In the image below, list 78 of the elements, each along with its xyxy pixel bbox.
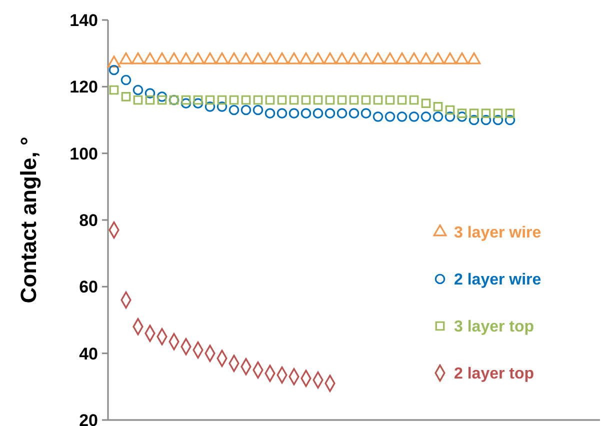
point bbox=[336, 108, 348, 118]
point bbox=[480, 114, 492, 126]
point bbox=[312, 108, 324, 118]
point bbox=[348, 108, 360, 118]
point bbox=[240, 104, 252, 116]
point bbox=[204, 102, 216, 112]
point bbox=[277, 95, 287, 105]
point bbox=[420, 112, 432, 122]
point bbox=[313, 95, 323, 105]
point bbox=[192, 98, 204, 108]
point bbox=[504, 114, 516, 126]
point bbox=[468, 114, 480, 126]
point bbox=[157, 95, 167, 105]
point bbox=[457, 108, 467, 118]
point bbox=[505, 108, 515, 118]
point bbox=[264, 108, 276, 118]
point bbox=[409, 95, 419, 105]
point bbox=[109, 85, 119, 95]
point bbox=[108, 64, 120, 76]
point bbox=[337, 95, 347, 105]
point bbox=[145, 95, 155, 105]
point bbox=[396, 112, 408, 122]
point bbox=[300, 108, 312, 118]
point bbox=[132, 84, 144, 96]
point bbox=[193, 95, 203, 105]
point bbox=[444, 112, 456, 122]
point bbox=[253, 95, 263, 105]
point bbox=[373, 95, 383, 105]
point bbox=[229, 95, 239, 105]
point bbox=[133, 95, 143, 105]
y-tick-label: 140 bbox=[70, 10, 98, 30]
point bbox=[372, 112, 384, 122]
legend-label: 3 layer top bbox=[454, 318, 534, 336]
point bbox=[433, 102, 443, 112]
point bbox=[289, 95, 299, 105]
point bbox=[144, 88, 156, 98]
point bbox=[217, 95, 227, 105]
point bbox=[325, 95, 335, 105]
y-tick-label: 20 bbox=[79, 410, 98, 426]
point bbox=[384, 112, 396, 122]
point bbox=[276, 108, 288, 118]
legend-label: 2 layer top bbox=[454, 366, 534, 383]
y-tick-label: 80 bbox=[79, 210, 98, 230]
point bbox=[432, 112, 444, 122]
point bbox=[181, 95, 191, 105]
point bbox=[481, 108, 491, 118]
point bbox=[301, 95, 311, 105]
point bbox=[216, 102, 228, 112]
y-tick-label: 60 bbox=[79, 278, 98, 297]
point bbox=[456, 112, 468, 122]
point bbox=[421, 98, 431, 108]
y-axis-title: Contact angle, ° bbox=[16, 136, 41, 304]
point bbox=[361, 95, 371, 105]
point bbox=[360, 108, 372, 118]
point bbox=[121, 92, 131, 102]
point bbox=[252, 104, 264, 116]
point bbox=[408, 112, 420, 122]
y-tick-label: 40 bbox=[79, 344, 98, 364]
point bbox=[205, 95, 215, 105]
point bbox=[349, 95, 359, 105]
point bbox=[288, 108, 300, 118]
point bbox=[265, 95, 275, 105]
point bbox=[120, 74, 132, 86]
point bbox=[385, 95, 395, 105]
point bbox=[324, 108, 336, 118]
point bbox=[241, 95, 251, 105]
point bbox=[397, 95, 407, 105]
point bbox=[469, 108, 479, 118]
point bbox=[445, 105, 455, 115]
point bbox=[156, 92, 168, 102]
point bbox=[492, 114, 504, 126]
legend-label: 2 layer wire bbox=[454, 272, 542, 289]
y-tick-label: 100 bbox=[70, 144, 98, 164]
point bbox=[493, 108, 503, 118]
point bbox=[180, 98, 192, 108]
legend-label: 3 layer wire bbox=[454, 224, 542, 242]
y-tick-label: 120 bbox=[70, 78, 98, 97]
point bbox=[228, 104, 240, 116]
